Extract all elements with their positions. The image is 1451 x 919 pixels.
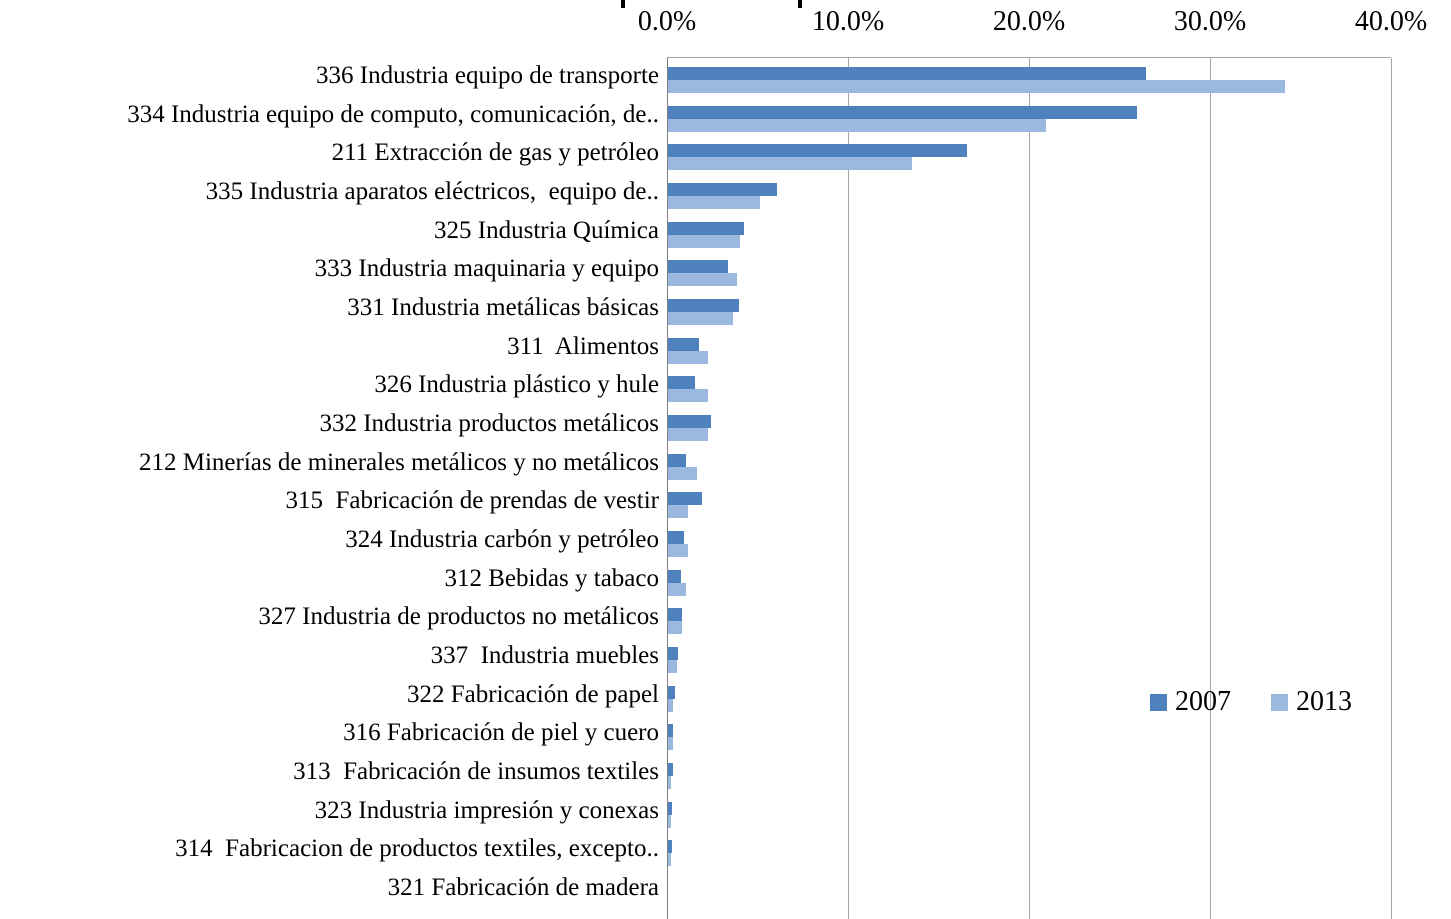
category-label: 337 Industria muebles — [430, 641, 659, 669]
bar-2013 — [668, 853, 671, 867]
legend: 2007 2013 — [1150, 686, 1352, 718]
bar-2007 — [668, 530, 685, 544]
legend-label-2007: 2007 — [1175, 686, 1231, 717]
bar-2007 — [668, 337, 699, 351]
bar-2013 — [668, 311, 734, 325]
bar-2007 — [668, 724, 674, 738]
bar-2013 — [668, 157, 913, 171]
bar-2013 — [668, 659, 678, 673]
cropped-title-fragment — [798, 0, 802, 8]
bar-2007 — [668, 569, 681, 583]
category-label: 315 Fabricación de prendas de vestir — [285, 487, 660, 515]
bar-2013 — [668, 195, 761, 209]
category-label: 312 Bebidas y tabaco — [444, 564, 659, 592]
bar-2013 — [668, 273, 737, 287]
category-label: 314 Fabricacion de productos textiles, e… — [175, 835, 659, 863]
category-label: 321 Fabricación de madera — [387, 873, 659, 901]
legend-swatch-2013 — [1271, 693, 1288, 711]
category-label: 326 Industria plástico y hule — [374, 371, 659, 399]
bar-2013 — [668, 814, 671, 828]
category-label: 325 Industria Química — [434, 216, 659, 244]
bar-2007 — [668, 376, 696, 390]
bar-2007 — [668, 840, 672, 854]
bar-2007 — [668, 105, 1137, 119]
bar-2007 — [668, 144, 967, 158]
category-label: 334 Industria equipo de computo, comunic… — [127, 100, 659, 128]
category-label: 336 Industria equipo de transporte — [316, 62, 659, 89]
category-label: 335 Industria aparatos eléctricos, equip… — [205, 177, 659, 205]
bar-2013 — [668, 466, 697, 480]
bar-2013 — [668, 505, 688, 519]
bar-2007 — [668, 492, 703, 506]
bar-2013 — [668, 427, 708, 441]
category-label: 311 Alimentos — [507, 332, 659, 360]
bar-2007 — [668, 182, 777, 196]
bar-2013 — [668, 737, 673, 751]
bar-2013 — [668, 80, 1286, 93]
bar-2007 — [668, 801, 672, 815]
legend-label-2013: 2013 — [1296, 686, 1352, 717]
bar-2013 — [668, 389, 708, 403]
bar-2007 — [668, 453, 687, 467]
x-tick-label: 30.0% — [1173, 6, 1247, 37]
gridline — [848, 58, 849, 919]
bar-2007 — [668, 608, 682, 622]
legend-swatch-2007 — [1150, 693, 1167, 711]
x-tick-label: 20.0% — [992, 6, 1066, 37]
bar-2013 — [668, 775, 671, 789]
bar-2013 — [668, 698, 674, 712]
bar-2013 — [668, 543, 688, 557]
bar-2007 — [668, 762, 674, 776]
bar-2007 — [668, 221, 745, 235]
bar-2007 — [668, 67, 1146, 80]
bar-2013 — [668, 118, 1047, 132]
bar-2013 — [668, 234, 741, 248]
bar-2007 — [668, 685, 676, 699]
gridline — [1391, 58, 1392, 919]
category-label: 211 Extracción de gas y petróleo — [331, 139, 659, 167]
x-tick-label: 10.0% — [811, 6, 885, 37]
gridline — [1029, 58, 1030, 919]
legend-item-2007: 2007 — [1150, 686, 1231, 718]
cropped-title-fragment — [621, 0, 625, 8]
category-label: 331 Industria metálicas básicas — [347, 293, 659, 321]
category-label: 324 Industria carbón y petróleo — [345, 525, 659, 553]
bar-2013 — [668, 350, 708, 364]
category-label: 313 Fabricación de insumos textiles — [293, 757, 659, 785]
category-label: 323 Industria impresión y conexas — [314, 796, 659, 824]
bar-2007 — [668, 298, 739, 312]
gridline — [1210, 58, 1211, 919]
bar-2013 — [668, 582, 687, 596]
bar-2007 — [668, 260, 728, 274]
bar-2013 — [668, 621, 683, 635]
x-tick-label: 40.0% — [1354, 6, 1428, 37]
plot-area — [667, 57, 1392, 919]
category-label: 333 Industria maquinaria y equipo — [314, 255, 659, 283]
category-label: 322 Fabricación de papel — [407, 680, 659, 708]
category-label: 212 Minerías de minerales metálicos y no… — [139, 448, 659, 476]
category-label: 316 Fabricación de piel y cuero — [343, 719, 659, 747]
bar-2007 — [668, 414, 712, 428]
bar-2007 — [668, 646, 678, 660]
category-label: 332 Industria productos metálicos — [319, 409, 659, 437]
x-tick-label: 0.0% — [637, 6, 697, 37]
category-label: 327 Industria de productos no metálicos — [258, 603, 659, 631]
legend-item-2013: 2013 — [1271, 686, 1352, 718]
